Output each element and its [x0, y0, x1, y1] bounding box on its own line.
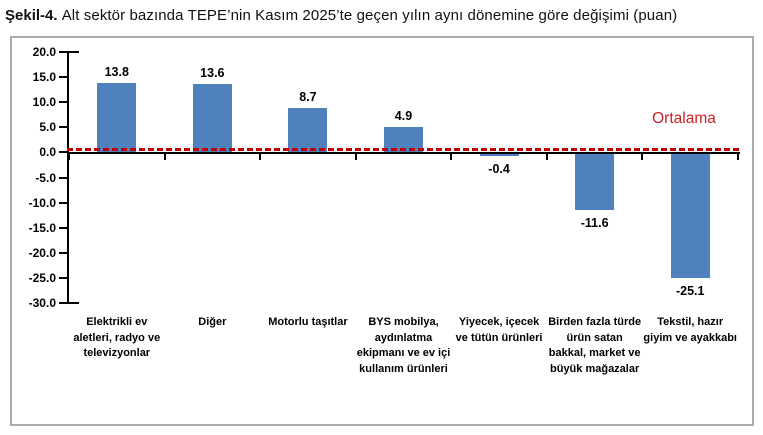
y-axis-tick-label: 15.0 — [32, 70, 56, 85]
y-axis-tick-label: 10.0 — [32, 95, 56, 110]
average-reference-label: Ortalama — [652, 110, 716, 127]
figure-caption: Şekil-4. Alt sektör bazında TEPE’nin Kas… — [5, 6, 761, 26]
y-axis-tick-label: 0.0 — [39, 145, 56, 160]
y-axis-tick-label: 5.0 — [39, 120, 56, 135]
y-axis-tick-mark — [59, 201, 67, 204]
y-axis-tick-label: -30.0 — [28, 296, 56, 310]
zero-axis-line — [67, 152, 740, 154]
y-axis-tick-mark — [59, 101, 67, 104]
x-axis-tick-mark — [68, 154, 70, 160]
x-axis-category-label: Elektrikli ev aletleri, radyo ve televiz… — [73, 316, 161, 360]
bar — [288, 108, 328, 152]
x-axis-category-label: Tekstil, hazır giyim ve ayakkabı — [643, 316, 737, 344]
bar — [192, 83, 232, 152]
x-axis-tick-mark — [737, 154, 739, 160]
y-axis-tick-label: -5.0 — [35, 170, 56, 185]
y-axis-tick-label: -15.0 — [28, 220, 56, 235]
y-axis-tick-label: -20.0 — [28, 245, 56, 260]
x-axis-tick-mark — [545, 154, 548, 160]
figure-label: Şekil-4. — [5, 7, 58, 24]
bar-chart: 20.0 15.0 10.0 5.0 0.0 -5.0 -10.0 -15.0 -20.0 -25… — [10, 36, 754, 426]
y-axis-top-cap — [69, 51, 79, 53]
x-axis-category-label: Motorlu taşıtlar — [268, 316, 348, 328]
x-axis-category-label: Diğer — [198, 316, 227, 328]
y-axis-tick-label: -25.0 — [28, 270, 56, 285]
y-axis-line — [67, 51, 69, 304]
x-axis-category-label: Birden fazla türde ürün satan bakkal, ma… — [548, 316, 642, 375]
y-axis-tick-mark — [59, 251, 67, 254]
bar — [479, 154, 519, 156]
x-axis-tick-mark — [354, 154, 357, 160]
x-axis-tick-mark — [450, 154, 453, 160]
bar-value-label: 13.6 — [200, 65, 225, 80]
bar-value-label: 13.8 — [104, 64, 129, 79]
x-axis-tick-mark — [259, 154, 262, 160]
y-axis-tick-mark — [59, 126, 67, 129]
y-axis-tick-mark — [59, 76, 67, 79]
bar — [97, 82, 137, 152]
y-axis-tick-mark — [59, 226, 67, 229]
y-axis-tick-mark — [59, 151, 67, 154]
bar — [670, 154, 710, 278]
x-axis-tick-mark — [163, 154, 166, 160]
y-axis-tick-mark — [59, 276, 67, 279]
figure-title: Alt sektör bazında TEPE’nin Kasım 2025’t… — [61, 7, 678, 24]
bar-value-label: -0.4 — [488, 162, 510, 176]
x-axis-category-label: BYS mobilya, aydınlatma ekipmanı ve ev i… — [356, 316, 451, 375]
bar-value-label: -25.1 — [675, 284, 705, 298]
bar-value-label: -11.6 — [580, 216, 609, 231]
y-axis-tick-mark — [59, 302, 67, 304]
x-axis-tick-mark — [641, 154, 644, 160]
y-axis-tick-label: 20.0 — [32, 45, 56, 59]
x-axis-category-label: Yiyecek, içecek ve tütün ürünleri — [455, 316, 543, 344]
y-axis-bottom-cap — [69, 302, 79, 304]
bar — [575, 154, 615, 211]
y-axis-tick-mark — [59, 176, 67, 179]
average-reference-line — [67, 148, 740, 152]
y-axis-tick-mark — [59, 51, 67, 53]
y-axis-tick-label: -10.0 — [28, 195, 56, 210]
bar-value-label: 4.9 — [394, 109, 413, 124]
bar-value-label: 8.7 — [299, 90, 317, 105]
bar — [384, 127, 423, 152]
